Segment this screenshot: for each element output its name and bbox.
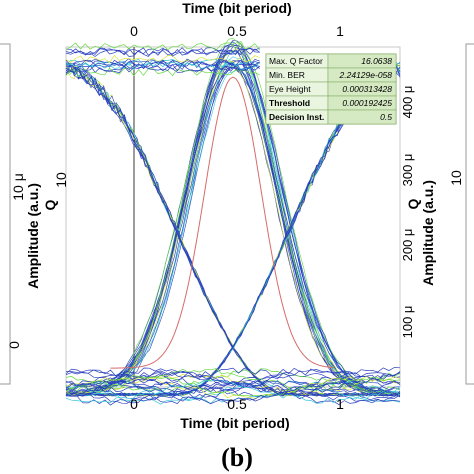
eye-trace-high	[65, 63, 260, 72]
eye-trace-low	[65, 370, 401, 394]
y-tick-right-100: 100 μ	[400, 306, 415, 339]
metrics-row-3: Threshold 0.000192425	[265, 95, 397, 111]
x-tick-top-1: 0.5	[227, 23, 247, 39]
metrics-table: Max. Q Factor 16.0638 Min. BER 2.24129e-…	[265, 53, 397, 125]
metrics-label-1: Min. BER	[269, 70, 305, 80]
y-tick-right-200: 200 μ	[400, 229, 415, 262]
y-axis-subtitle-left: Q	[42, 199, 58, 210]
metrics-label-2: Eye Height	[269, 84, 311, 94]
eye-trace-high	[65, 64, 260, 74]
metrics-value-3: 0.000192425	[342, 98, 392, 108]
x-tick-top-0: 0	[130, 23, 138, 39]
eye-trace-high	[65, 61, 260, 71]
x-tick-top-2: 1	[336, 23, 344, 39]
y-tick-right-400: 400 μ	[400, 86, 415, 119]
eye-trace-high	[65, 67, 260, 77]
y-tick-right-300: 300 μ	[400, 154, 415, 187]
metrics-row-4: Decision Inst. 0.5	[265, 109, 397, 125]
eye-trace-low	[65, 379, 401, 404]
q-factor-curve	[110, 76, 334, 369]
y-tick-left-10: 10	[53, 172, 69, 188]
eye-trace-low	[65, 368, 401, 393]
metrics-label-4: Decision Inst.	[269, 112, 324, 122]
x-ticks-bottom: 0 0.5 1	[130, 396, 344, 412]
y-tick-left-rotated: 10 μ	[10, 173, 26, 201]
eye-trace-high	[65, 59, 260, 69]
eye-traces	[65, 37, 401, 406]
y-axis-title-left: Amplitude (a.u.)	[25, 183, 41, 289]
x-ticks-top: 0 0.5 1	[130, 23, 344, 39]
left-neighbor-panel-frame	[0, 43, 11, 385]
metrics-label-0: Max. Q Factor	[269, 56, 323, 66]
eye-trace-low	[65, 375, 401, 397]
metrics-row-2: Eye Height 0.000313428	[265, 81, 397, 97]
eye-trace-high	[65, 47, 260, 56]
metrics-value-2: 0.000313428	[342, 84, 392, 94]
eye-trace-high	[65, 47, 260, 56]
metrics-row-1: Min. BER 2.24129e-058	[265, 67, 397, 83]
metrics-value-4: 0.5	[380, 112, 392, 122]
metrics-value-0: 16.0638	[361, 56, 392, 66]
metrics-row-0: Max. Q Factor 16.0638	[265, 53, 397, 69]
metrics-value-1: 2.24129e-058	[339, 70, 393, 80]
eye-trace-high	[65, 42, 260, 51]
eye-trace-low	[65, 380, 401, 405]
y-tick-right-rotated: 10	[448, 170, 464, 186]
x-axis-title-bottom: Time (bit period)	[180, 415, 289, 431]
x-axis-title-top: Time (bit period)	[182, 0, 291, 16]
panel-label: (b)	[221, 443, 253, 472]
eye-trace-low	[65, 379, 401, 404]
eye-trace-high	[65, 54, 260, 64]
eye-trace-bell	[65, 63, 401, 396]
eye-trace-low	[65, 373, 401, 396]
x-tick-bottom-1: 0.5	[227, 396, 247, 412]
eye-trace-high	[65, 58, 260, 67]
x-tick-bottom-2: 1	[336, 396, 344, 412]
right-neighbor-panel-frame	[465, 43, 474, 385]
metrics-label-3: Threshold	[269, 98, 310, 108]
x-tick-bottom-0: 0	[130, 396, 138, 412]
y-tick-left-0: 0	[6, 341, 22, 349]
eye-trace-bell	[65, 37, 401, 396]
eye-trace-low	[65, 375, 401, 399]
eye-trace-low	[65, 367, 401, 390]
eye-trace-low	[65, 367, 401, 393]
eye-trace-low	[65, 380, 401, 405]
y-axis-subtitle-right: Q	[405, 198, 421, 209]
y-axis-title-right: Amplitude (a.u.)	[420, 180, 436, 286]
